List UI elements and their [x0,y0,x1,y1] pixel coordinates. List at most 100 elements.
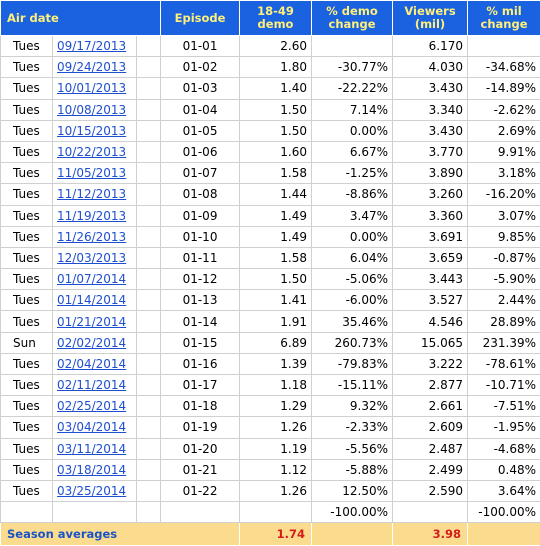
demo-cell: 1.19 [240,438,312,459]
air-date-link[interactable]: 02/02/2014 [57,336,126,350]
viewers-cell: 2.877 [393,375,468,396]
viewers-cell: 3.527 [393,290,468,311]
air-day-cell: Tues [1,226,53,247]
demo-cell: 1.49 [240,226,312,247]
air-date-cell [53,502,137,523]
episode-cell: 01-16 [161,353,240,374]
season-average-spacer [468,523,540,546]
air-date-link[interactable]: 10/01/2013 [57,81,126,95]
air-day-cell: Tues [1,311,53,332]
header-viewers-line1: Viewers [404,4,455,18]
air-day-cell: Tues [1,247,53,268]
season-average-viewers: 3.98 [393,523,468,546]
episode-cell: 01-12 [161,269,240,290]
demo-change-cell [312,36,393,57]
demo-change-cell: 0.00% [312,226,393,247]
air-date-link[interactable]: 10/08/2013 [57,103,126,117]
demo-cell: 1.80 [240,57,312,78]
air-date-link[interactable]: 02/25/2014 [57,399,126,413]
episode-cell: 01-11 [161,247,240,268]
header-demo-line2: demo [258,17,294,31]
spacer-cell [137,375,161,396]
demo-cell: 1.29 [240,396,312,417]
air-date-link[interactable]: 12/03/2013 [57,251,126,265]
air-date-link[interactable]: 11/12/2013 [57,187,126,201]
viewers-cell: 2.661 [393,396,468,417]
air-date-cell: 09/24/2013 [53,57,137,78]
air-date-cell: 11/19/2013 [53,205,137,226]
viewers-cell: 3.360 [393,205,468,226]
viewers-cell: 6.170 [393,36,468,57]
demo-change-cell: -8.86% [312,184,393,205]
viewers-cell: 2.499 [393,459,468,480]
viewers-change-cell: 0.48% [468,459,540,480]
air-day-cell: Tues [1,269,53,290]
air-date-link[interactable]: 09/17/2013 [57,39,126,53]
air-day-cell: Tues [1,480,53,501]
air-date-link[interactable]: 11/05/2013 [57,166,126,180]
spacer-cell [137,78,161,99]
episode-cell: 01-18 [161,396,240,417]
air-date-link[interactable]: 10/22/2013 [57,145,126,159]
air-date-cell: 03/11/2014 [53,438,137,459]
air-date-link[interactable]: 10/15/2013 [57,124,126,138]
demo-cell: 1.39 [240,353,312,374]
demo-cell: 1.58 [240,247,312,268]
spacer-cell [137,205,161,226]
air-day-cell: Tues [1,36,53,57]
air-date-link[interactable]: 09/24/2013 [57,60,126,74]
viewers-change-cell: 9.85% [468,226,540,247]
demo-change-cell: -5.88% [312,459,393,480]
air-date-link[interactable]: 11/19/2013 [57,209,126,223]
air-day-cell: Tues [1,99,53,120]
demo-cell: 6.89 [240,332,312,353]
demo-change-cell: -2.33% [312,417,393,438]
demo-change-cell: -5.06% [312,269,393,290]
air-date-link[interactable]: 02/04/2014 [57,357,126,371]
demo-cell: 2.60 [240,36,312,57]
demo-cell: 1.50 [240,99,312,120]
air-date-link[interactable]: 03/18/2014 [57,463,126,477]
episode-cell: 01-22 [161,480,240,501]
viewers-change-cell: 2.44% [468,290,540,311]
spacer-cell [137,417,161,438]
air-date-cell: 10/01/2013 [53,78,137,99]
episode-cell: 01-08 [161,184,240,205]
air-date-link[interactable]: 01/21/2014 [57,315,126,329]
air-date-link[interactable]: 01/07/2014 [57,272,126,286]
air-date-cell: 02/02/2014 [53,332,137,353]
demo-cell: 1.18 [240,375,312,396]
air-date-cell: 10/22/2013 [53,141,137,162]
air-date-link[interactable]: 03/25/2014 [57,484,126,498]
viewers-cell: 3.260 [393,184,468,205]
episode-cell: 01-02 [161,57,240,78]
spacer-cell [137,269,161,290]
air-date-link[interactable]: 03/04/2014 [57,420,126,434]
spacer-cell [137,57,161,78]
air-date-link[interactable]: 11/26/2013 [57,230,126,244]
episode-cell: 01-03 [161,78,240,99]
spacer-cell [137,480,161,501]
viewers-change-cell: 3.64% [468,480,540,501]
viewers-change-cell: 9.91% [468,141,540,162]
air-date-link[interactable]: 01/14/2014 [57,293,126,307]
air-day-cell: Tues [1,205,53,226]
demo-change-cell: 9.32% [312,396,393,417]
air-date-cell: 11/26/2013 [53,226,137,247]
episode-cell: 01-06 [161,141,240,162]
demo-cell: 1.40 [240,78,312,99]
air-date-link[interactable]: 03/11/2014 [57,442,126,456]
demo-change-cell: -15.11% [312,375,393,396]
spacer-cell [137,353,161,374]
air-date-link[interactable]: 02/11/2014 [57,378,126,392]
